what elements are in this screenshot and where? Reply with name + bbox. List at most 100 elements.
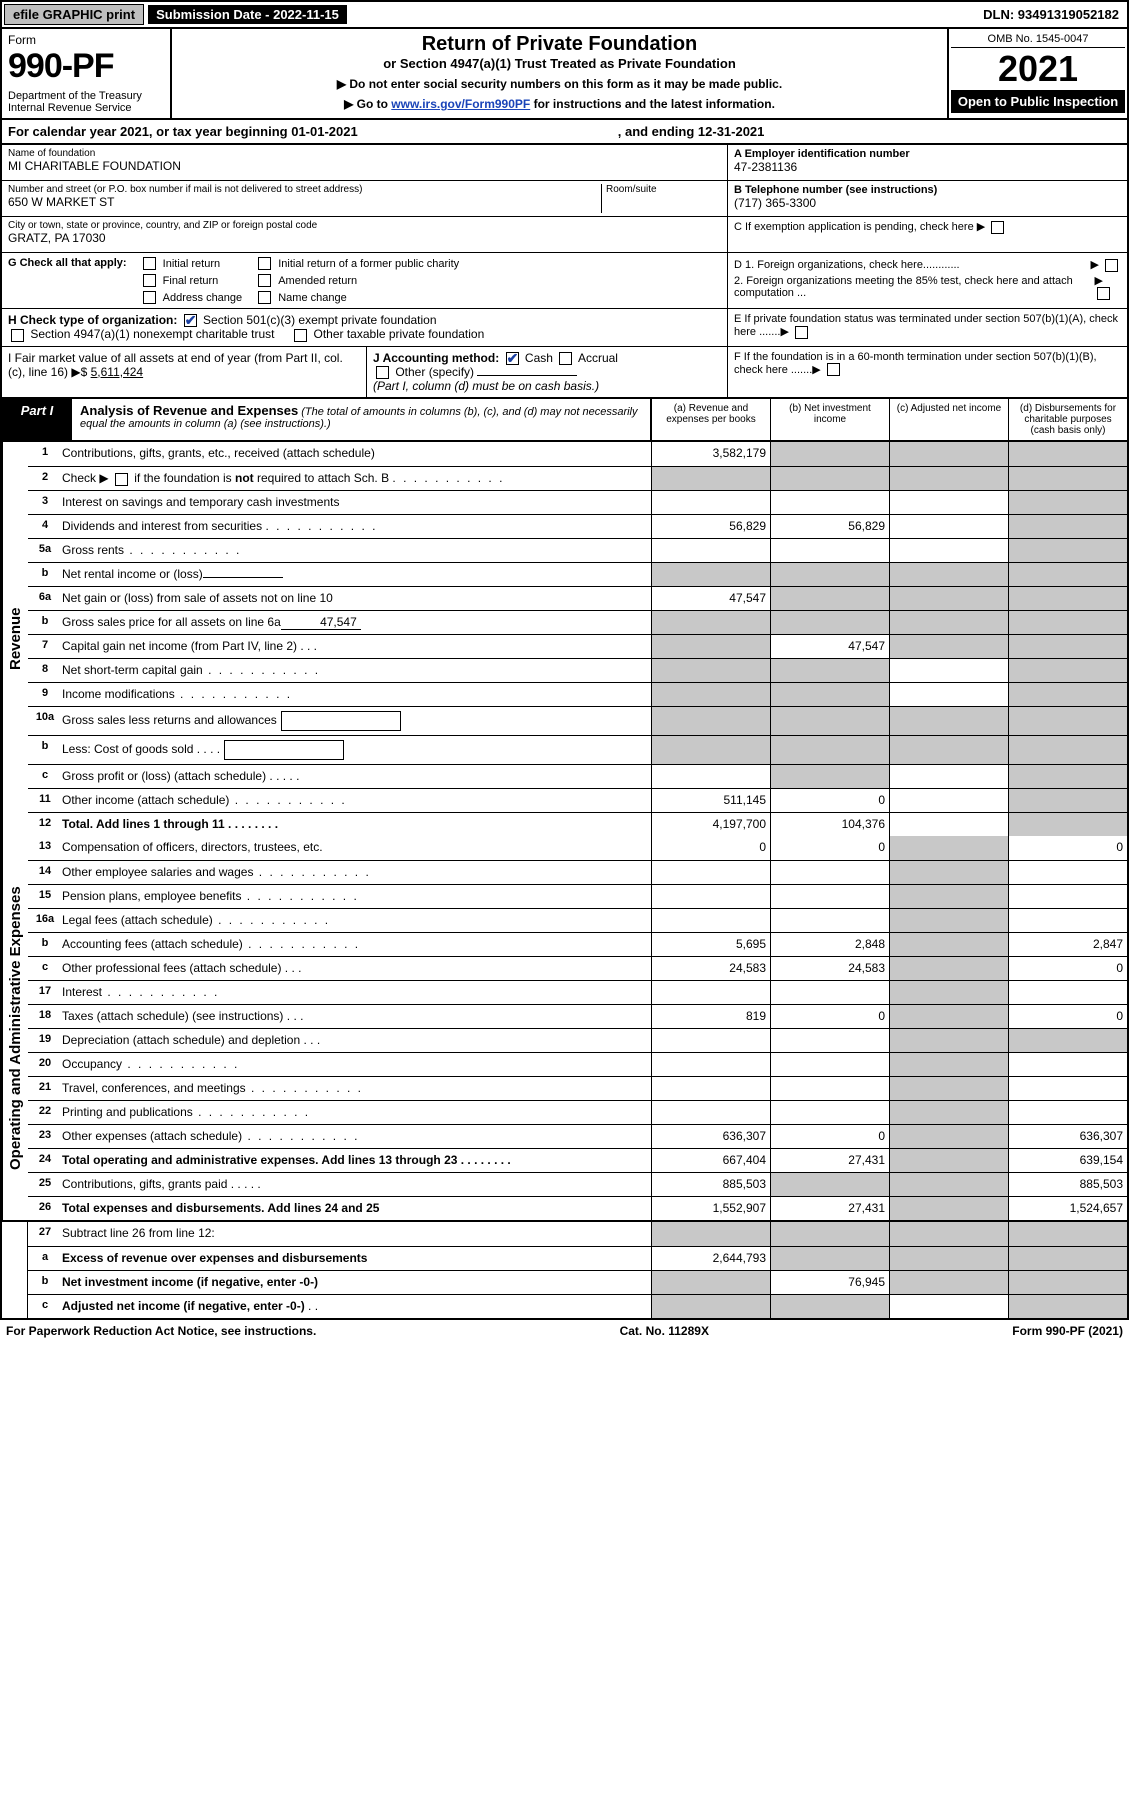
- line-2-b: [770, 467, 889, 490]
- cal-year-begin: For calendar year 2021, or tax year begi…: [8, 124, 358, 139]
- line-18-desc: Taxes (attach schedule) (see instruction…: [62, 1005, 651, 1028]
- c-checkbox[interactable]: [991, 221, 1004, 234]
- form-title: Return of Private Foundation: [182, 33, 937, 56]
- form-subtitle: or Section 4947(a)(1) Trust Treated as P…: [182, 56, 937, 71]
- info-block: Name of foundation MI CHARITABLE FOUNDAT…: [0, 145, 1129, 253]
- line-3-d: [1008, 491, 1127, 514]
- efile-print-button[interactable]: efile GRAPHIC print: [4, 4, 144, 25]
- line-26-b: 27,431: [770, 1197, 889, 1220]
- line-25-d: 885,503: [1008, 1173, 1127, 1196]
- line-13-d: 0: [1008, 836, 1127, 860]
- line-10a-b: [770, 707, 889, 735]
- line-27b-num: b: [28, 1271, 62, 1294]
- line-27a-desc: Excess of revenue over expenses and disb…: [62, 1247, 651, 1270]
- line-2-desc: Check ▶ if the foundation is not require…: [62, 467, 651, 490]
- line-27c-desc: Adjusted net income (if negative, enter …: [62, 1295, 651, 1318]
- city-value: GRATZ, PA 17030: [8, 231, 721, 245]
- line-13-num: 13: [28, 836, 62, 860]
- line-7-b: 47,547: [770, 635, 889, 658]
- line-17-desc: Interest: [62, 981, 651, 1004]
- f-cell: F If the foundation is in a 60-month ter…: [727, 347, 1127, 398]
- g-label: G Check all that apply:: [8, 257, 127, 269]
- g-opt1: Initial return: [163, 258, 220, 270]
- irs-link[interactable]: www.irs.gov/Form990PF: [391, 97, 530, 111]
- revenue-side-label: Revenue: [2, 442, 28, 836]
- d2-checkbox[interactable]: [1097, 287, 1110, 300]
- h-501c3-checkbox[interactable]: [184, 314, 197, 327]
- line-1-d: [1008, 442, 1127, 466]
- line-6b-a: [651, 611, 770, 634]
- line-2-d: [1008, 467, 1127, 490]
- line-9-b: [770, 683, 889, 706]
- line-5b-c: [889, 563, 1008, 586]
- line-19-num: 19: [28, 1029, 62, 1052]
- line-7-d: [1008, 635, 1127, 658]
- f-checkbox[interactable]: [827, 363, 840, 376]
- line-11-desc: Other income (attach schedule): [62, 789, 651, 812]
- line-11-c: [889, 789, 1008, 812]
- page-footer: For Paperwork Reduction Act Notice, see …: [0, 1320, 1129, 1342]
- line-15-d: [1008, 885, 1127, 908]
- j-cash-checkbox[interactable]: [506, 352, 519, 365]
- line-13-c: [889, 836, 1008, 860]
- g-amended-checkbox[interactable]: [258, 274, 271, 287]
- h-opt1: Section 501(c)(3) exempt private foundat…: [203, 313, 436, 327]
- c-label: C If exemption application is pending, c…: [734, 221, 974, 233]
- top-bar: efile GRAPHIC print Submission Date - 20…: [0, 0, 1129, 29]
- phone-cell: B Telephone number (see instructions) (7…: [728, 181, 1127, 217]
- line-21-b: [770, 1077, 889, 1100]
- line-12-num: 12: [28, 813, 62, 836]
- line-4-b: 56,829: [770, 515, 889, 538]
- header-right: OMB No. 1545-0047 2021 Open to Public In…: [947, 29, 1127, 118]
- e-checkbox[interactable]: [795, 326, 808, 339]
- line-2-checkbox[interactable]: [115, 473, 128, 486]
- col-c-header: (c) Adjusted net income: [889, 399, 1008, 440]
- line-3-b: [770, 491, 889, 514]
- line-3-c: [889, 491, 1008, 514]
- h-4947-checkbox[interactable]: [11, 329, 24, 342]
- line-18-num: 18: [28, 1005, 62, 1028]
- line-12-d: [1008, 813, 1127, 836]
- g-initial-checkbox[interactable]: [143, 257, 156, 270]
- line-25-c: [889, 1173, 1008, 1196]
- line-22-num: 22: [28, 1101, 62, 1124]
- g-final-checkbox[interactable]: [143, 274, 156, 287]
- line-3-desc: Interest on savings and temporary cash i…: [62, 491, 651, 514]
- line-17-a: [651, 981, 770, 1004]
- line-19-a: [651, 1029, 770, 1052]
- line-1-num: 1: [28, 442, 62, 466]
- line-23-num: 23: [28, 1125, 62, 1148]
- addr-label: Number and street (or P.O. box number if…: [8, 184, 601, 195]
- d1-checkbox[interactable]: [1105, 259, 1118, 272]
- line-20-desc: Occupancy: [62, 1053, 651, 1076]
- j-other-checkbox[interactable]: [376, 366, 389, 379]
- line-10c-c: [889, 765, 1008, 788]
- line-13-desc: Compensation of officers, directors, tru…: [62, 836, 651, 860]
- g-initial-former-checkbox[interactable]: [258, 257, 271, 270]
- part1-header: Part I Analysis of Revenue and Expenses …: [0, 399, 1129, 442]
- line-6b-num: b: [28, 611, 62, 634]
- line-19-b: [770, 1029, 889, 1052]
- line-20-a: [651, 1053, 770, 1076]
- header-left: Form 990-PF Department of the Treasury I…: [2, 29, 172, 118]
- tax-year: 2021: [951, 48, 1125, 90]
- line-11-a: 511,145: [651, 789, 770, 812]
- g-opt2: Final return: [163, 275, 219, 287]
- instr-2: ▶ Go to www.irs.gov/Form990PF for instru…: [182, 97, 937, 111]
- line-12-b: 104,376: [770, 813, 889, 836]
- col-b-header: (b) Net investment income: [770, 399, 889, 440]
- line-23-c: [889, 1125, 1008, 1148]
- g-name-checkbox[interactable]: [258, 291, 271, 304]
- line-18-a: 819: [651, 1005, 770, 1028]
- line-27c-c: [889, 1295, 1008, 1318]
- h-other-checkbox[interactable]: [294, 329, 307, 342]
- line-16b-desc: Accounting fees (attach schedule): [62, 933, 651, 956]
- line-5a-b: [770, 539, 889, 562]
- g-address-checkbox[interactable]: [143, 291, 156, 304]
- cal-year-end: , and ending 12-31-2021: [618, 124, 765, 139]
- line-27b-a: [651, 1271, 770, 1294]
- line-10b-d: [1008, 736, 1127, 764]
- form-word: Form: [8, 33, 164, 47]
- line-10b-num: b: [28, 736, 62, 764]
- j-accrual-checkbox[interactable]: [559, 352, 572, 365]
